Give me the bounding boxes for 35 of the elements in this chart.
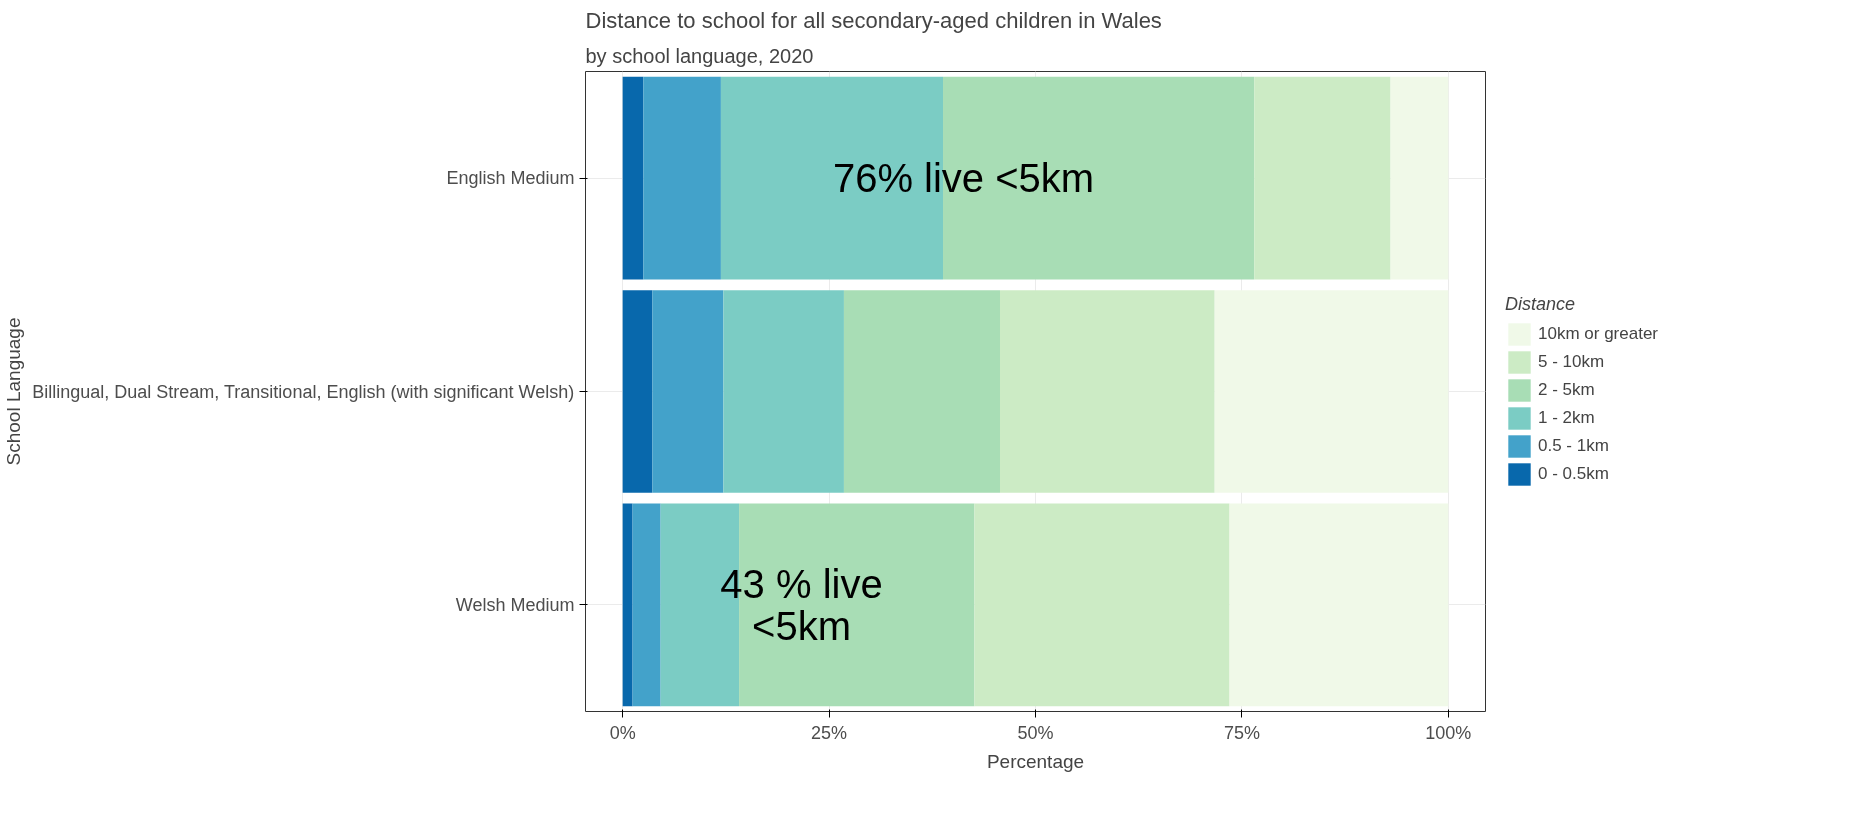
legend-label: 10km or greater [1538, 324, 1658, 344]
annotation: 43 % live <5km [720, 561, 883, 649]
bar [643, 76, 721, 280]
x-tick-label: 50% [1017, 722, 1054, 743]
annotation: 76% live <5km [832, 156, 1095, 201]
legend-label: 5 - 10km [1538, 352, 1605, 372]
bar [1000, 290, 1215, 493]
y-tick-label: English Medium [446, 168, 575, 189]
bar [652, 290, 724, 493]
bar [622, 290, 653, 493]
y-axis-title: School Language [3, 317, 25, 466]
legend-title: Distance [1505, 294, 1577, 315]
x-axis-title: Percentage [986, 750, 1085, 772]
legend-label: 1 - 2km [1538, 408, 1595, 428]
bar [974, 503, 1230, 707]
x-tick-label: 75% [1223, 722, 1260, 743]
chart-subtitle: by school language, 2020 [585, 44, 814, 67]
legend-label: 2 - 5km [1538, 380, 1595, 400]
bar [1214, 290, 1449, 493]
y-tick-label: Billingual, Dual Stream, Transitional, English (with significant Welsh) [32, 381, 575, 402]
x-tick-label: 100% [1425, 722, 1472, 743]
bar [1229, 503, 1449, 707]
x-tick-label: 25% [811, 722, 848, 743]
bar [622, 76, 644, 280]
bar [843, 290, 1000, 493]
bar [723, 290, 844, 493]
bar [1390, 76, 1449, 280]
bar [622, 503, 633, 707]
chart-title: Distance to school for all secondary-aged children in Wales [585, 7, 1162, 33]
bar [632, 503, 661, 707]
bar [1254, 76, 1391, 280]
legend-label: 0 - 0.5km [1538, 464, 1609, 484]
y-tick-label: Welsh Medium [455, 594, 575, 615]
legend-label: 0.5 - 1km [1538, 436, 1609, 456]
x-tick-label: 0% [609, 722, 636, 743]
